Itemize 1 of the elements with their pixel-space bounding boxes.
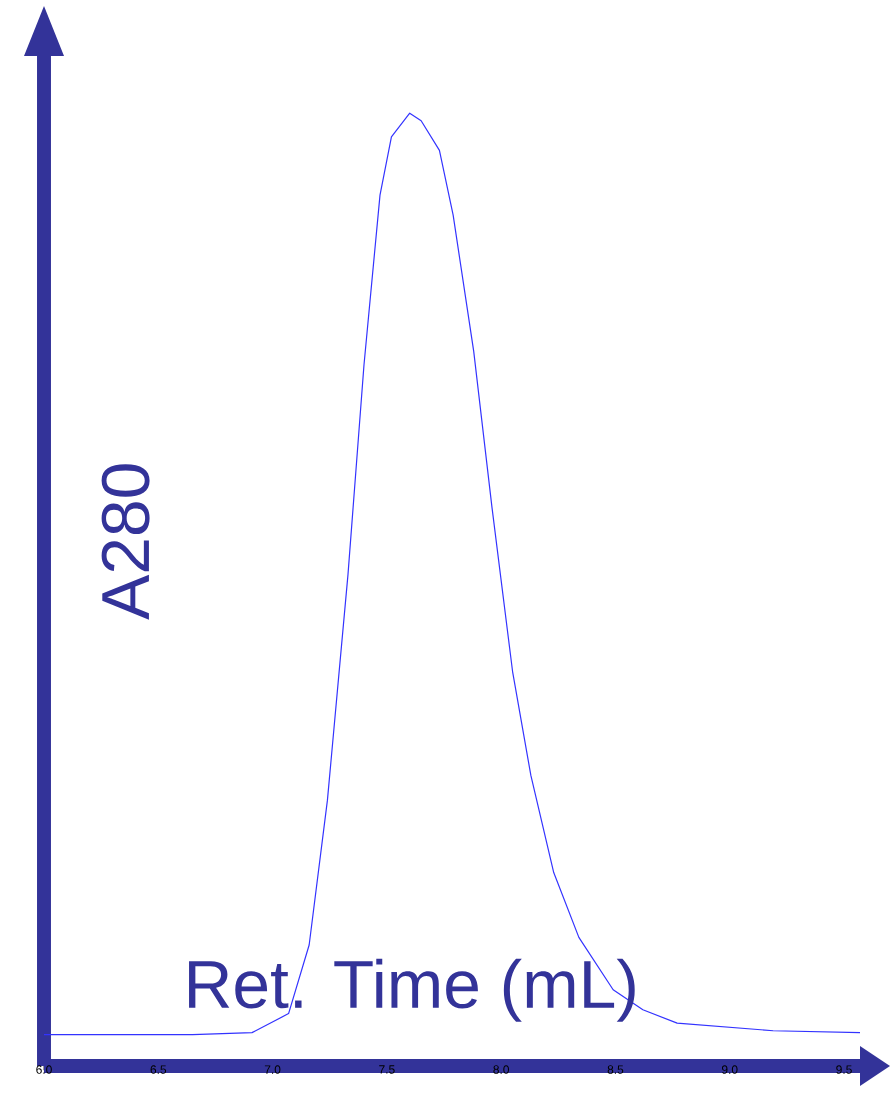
y-axis-title: A280 bbox=[101, 464, 150, 620]
